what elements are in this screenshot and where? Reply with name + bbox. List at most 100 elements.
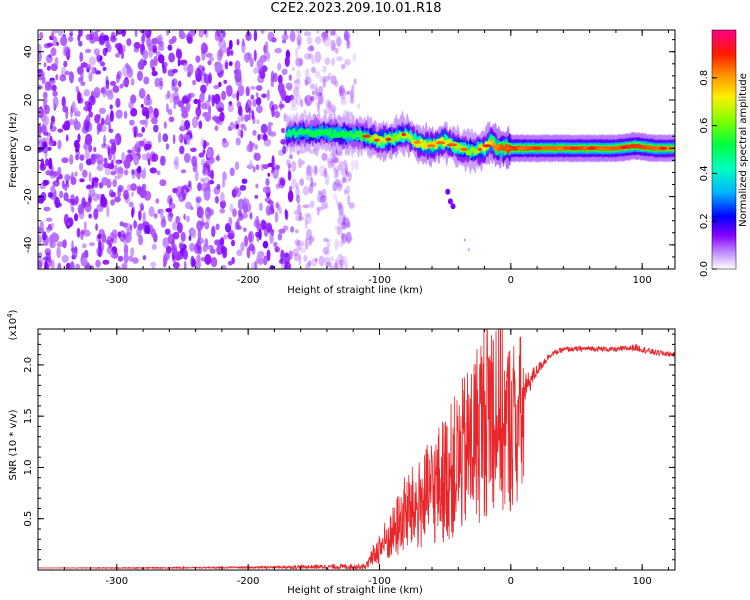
noise-blob <box>188 34 193 43</box>
noise-blob <box>100 117 105 127</box>
noise-blob <box>305 68 310 80</box>
noise-blob <box>111 229 118 239</box>
noise-blob <box>303 109 307 118</box>
noise-blob <box>73 120 81 131</box>
noise-blob <box>267 124 272 136</box>
noise-blob <box>142 255 147 261</box>
noise-blob <box>297 158 303 169</box>
noise-blob <box>241 212 248 219</box>
noise-blob <box>318 85 323 96</box>
noise-blob <box>93 146 97 152</box>
noise-blob <box>178 241 184 249</box>
noise-blob <box>43 206 51 212</box>
signal-peak <box>556 146 564 150</box>
noise-blob <box>230 123 236 130</box>
noise-blob <box>280 249 285 262</box>
noise-blob <box>110 143 116 155</box>
x-tick-label: 100 <box>633 576 652 587</box>
signal-mark <box>377 140 381 147</box>
noise-blob <box>138 235 144 246</box>
noise-blob <box>311 66 316 74</box>
noise-blob <box>102 259 110 265</box>
noise-blob <box>54 56 59 67</box>
noise-blob <box>38 51 42 62</box>
noise-blob <box>141 153 148 161</box>
noise-blob <box>64 183 68 192</box>
noise-blob <box>340 236 345 247</box>
noise-blob <box>96 122 103 133</box>
noise-blob <box>180 119 185 131</box>
noise-blob <box>337 240 343 248</box>
signal-trail <box>445 188 451 195</box>
noise-blob <box>114 196 121 203</box>
noise-blob <box>340 232 345 240</box>
noise-blob <box>188 235 192 242</box>
noise-blob <box>65 175 72 181</box>
snr-scale-label: (x104) <box>6 309 19 340</box>
noise-blob <box>256 119 260 125</box>
noise-blob <box>314 100 320 106</box>
noise-blob <box>277 82 285 94</box>
noise-blob <box>263 255 268 266</box>
signal-track <box>285 110 675 252</box>
noise-blob <box>117 255 124 262</box>
noise-blob <box>218 81 222 88</box>
noise-blob <box>301 240 305 247</box>
noise-blob <box>190 206 194 211</box>
noise-blob <box>88 111 93 118</box>
y-tick-label: -20 <box>23 188 34 204</box>
noise-blob <box>92 177 99 182</box>
noise-blob <box>217 107 224 112</box>
signal-peak <box>477 147 482 151</box>
noise-blob <box>333 193 338 201</box>
noise-blob <box>313 165 318 176</box>
noise-blob <box>215 155 220 161</box>
noise-blob <box>99 61 106 67</box>
noise-blob <box>290 226 294 233</box>
noise-blob <box>110 191 116 198</box>
noise-blob <box>314 83 318 94</box>
noise-blob <box>191 258 196 267</box>
signal-peak <box>460 147 468 151</box>
noise-blob <box>50 223 54 228</box>
noise-blob <box>80 81 86 86</box>
spectrogram-frame <box>37 29 676 270</box>
noise-blob <box>260 126 266 134</box>
noise-blob <box>77 34 81 42</box>
noise-blob <box>45 158 49 167</box>
noise-blob <box>78 40 83 47</box>
y-tick-label: 20 <box>23 94 34 107</box>
noise-blob <box>353 78 357 85</box>
noise-blob <box>147 158 151 166</box>
noise-blob <box>139 202 144 209</box>
noise-blob <box>57 128 64 133</box>
noise-blob <box>59 190 63 199</box>
noise-blob <box>160 218 167 228</box>
noise-blob <box>81 252 87 259</box>
noise-blob <box>266 222 273 233</box>
noise-blob <box>223 234 228 240</box>
noise-blob <box>299 57 304 67</box>
noise-blob <box>105 79 110 90</box>
noise-blob <box>185 100 191 113</box>
noise-blob <box>98 107 106 115</box>
noise-blob <box>346 220 351 229</box>
noise-blob <box>307 260 312 267</box>
noise-blob <box>153 213 158 219</box>
noise-blob <box>157 54 165 64</box>
noise-blob <box>204 238 209 248</box>
y-tick-label: -40 <box>23 237 34 253</box>
noise-blob <box>293 79 300 84</box>
noise-blob <box>133 154 140 166</box>
noise-blob <box>70 194 76 205</box>
signal-peak <box>587 146 597 150</box>
noise-blob <box>139 58 145 70</box>
noise-blob <box>204 99 210 110</box>
noise-blob <box>287 170 292 181</box>
noise-blob <box>237 225 242 231</box>
noise-blob <box>343 178 350 183</box>
noise-blob <box>252 129 257 136</box>
colorbar-label: Normalized spectral amplitude <box>738 73 749 227</box>
noise-blob <box>85 33 92 41</box>
noise-blob <box>39 32 44 40</box>
